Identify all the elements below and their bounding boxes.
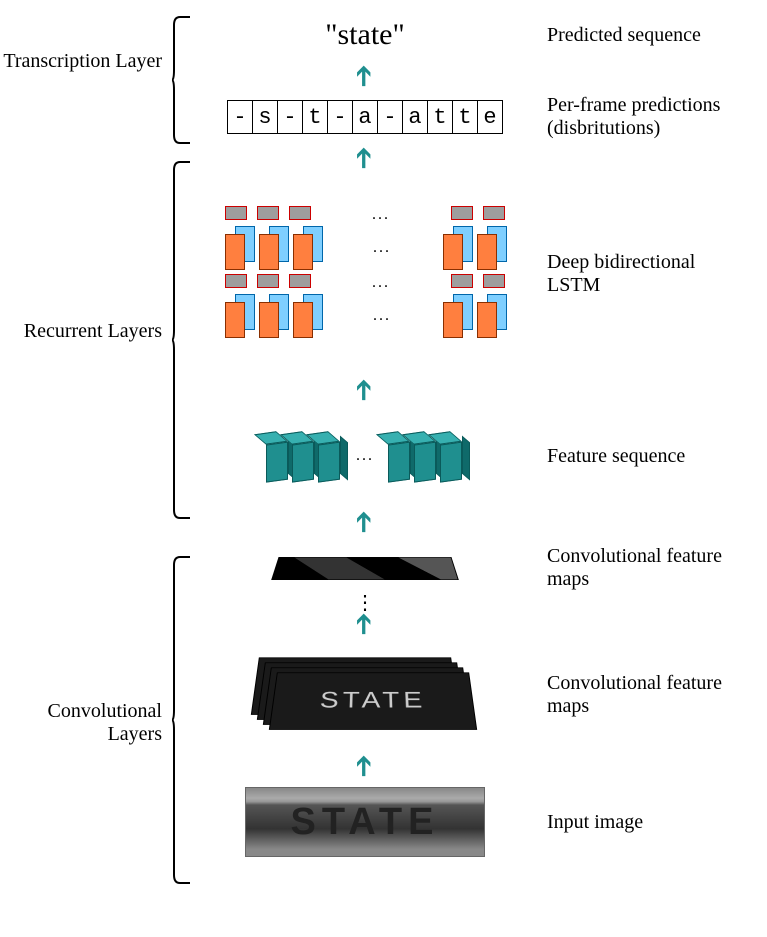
- bracket-convolutional: [172, 555, 192, 885]
- label-predicted: Predicted sequence: [535, 24, 735, 47]
- label-recurrent: Recurrent Layers: [0, 320, 170, 343]
- label-perframe: Per-frame predictions (disbritutions): [535, 94, 735, 140]
- lstm-cell: [259, 226, 287, 270]
- lstm-output: [225, 206, 247, 220]
- bracket-recurrent: [172, 160, 192, 520]
- lstm-output: [257, 274, 279, 288]
- predicted-sequence: "state": [325, 18, 404, 52]
- char-cell: -: [227, 100, 253, 134]
- char-cell: -: [377, 100, 403, 134]
- lstm-output: [289, 274, 311, 288]
- perframe-chars: -s-t-a-atte: [227, 100, 503, 134]
- char-cell: t: [452, 100, 478, 134]
- lstm-output: [451, 274, 473, 288]
- vdots-icon: ⋮: [355, 598, 375, 608]
- lstm-output: [451, 206, 473, 220]
- arrow-icon: ➔: [351, 146, 379, 169]
- char-cell: t: [427, 100, 453, 134]
- char-cell: -: [277, 100, 303, 134]
- lstm-cell: [477, 226, 505, 270]
- label-fmap2: Convolutional feature maps: [535, 672, 735, 718]
- arrow-icon: ➔: [351, 64, 379, 87]
- conv-feature-map: STATE: [269, 672, 477, 729]
- bracket-transcription: [172, 15, 192, 145]
- char-cell: a: [352, 100, 378, 134]
- label-transcription: Transcription Layer: [0, 50, 170, 73]
- char-cell: s: [252, 100, 278, 134]
- lstm-output: [257, 206, 279, 220]
- input-image: STATE: [245, 787, 485, 857]
- char-cell: a: [402, 100, 428, 134]
- feature-cuboid: [440, 429, 464, 482]
- arrow-icon: ➔: [351, 510, 379, 533]
- lstm-output: [225, 274, 247, 288]
- lstm-cell: [293, 226, 321, 270]
- label-lstm: Deep bidirectional LSTM: [535, 251, 735, 297]
- lstm-diagram: ............: [225, 206, 505, 342]
- char-cell: e: [477, 100, 503, 134]
- conv-feature-map-small: [271, 557, 459, 580]
- label-input: Input image: [535, 811, 735, 834]
- label-fmap1: Convolutional feature maps: [535, 545, 735, 591]
- feature-cuboid: [318, 429, 342, 482]
- arrow-icon: ➔: [351, 612, 379, 635]
- arrow-icon: ➔: [351, 378, 379, 401]
- lstm-cell: [259, 294, 287, 338]
- lstm-cell: [293, 294, 321, 338]
- lstm-cell: [225, 294, 253, 338]
- feature-sequence: ...: [266, 431, 464, 481]
- char-cell: -: [327, 100, 353, 134]
- lstm-output: [483, 274, 505, 288]
- lstm-cell: [443, 226, 471, 270]
- char-cell: t: [302, 100, 328, 134]
- arrow-icon: ➔: [351, 754, 379, 777]
- lstm-cell: [477, 294, 505, 338]
- lstm-cell: [443, 294, 471, 338]
- label-convolutional: Convolutional Layers: [0, 700, 170, 746]
- conv-feature-map-stack: STATE: [255, 650, 475, 740]
- lstm-output: [289, 206, 311, 220]
- label-featseq: Feature sequence: [535, 445, 735, 468]
- lstm-output: [483, 206, 505, 220]
- lstm-cell: [225, 226, 253, 270]
